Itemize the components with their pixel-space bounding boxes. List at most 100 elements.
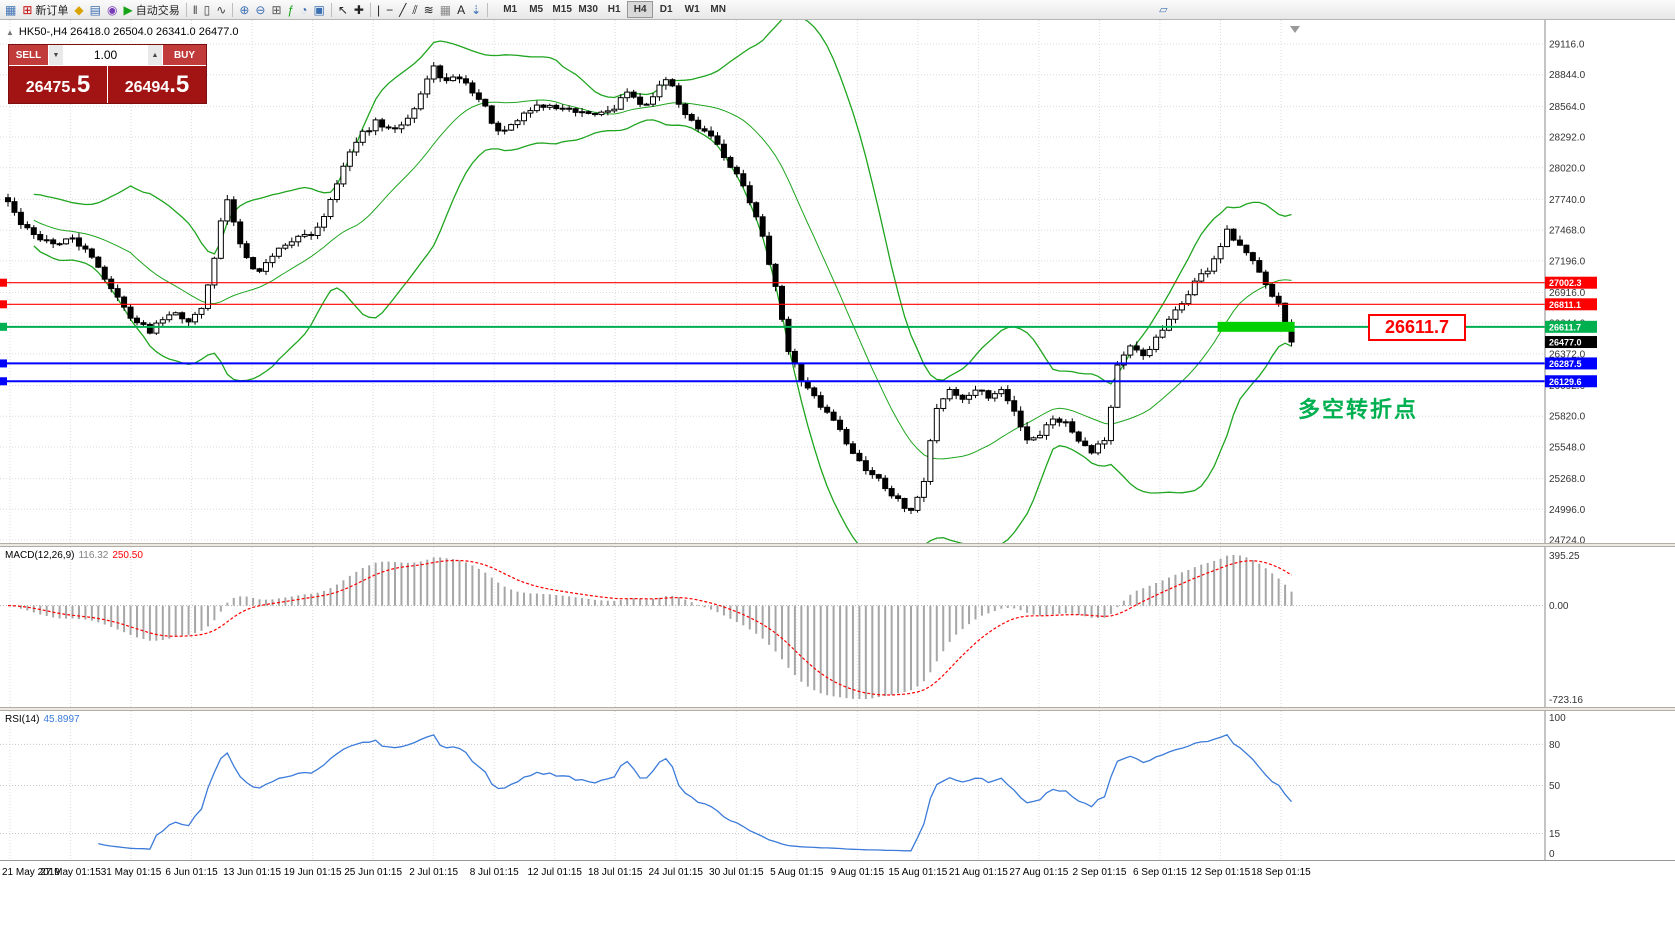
panel-splitter-macd[interactable] xyxy=(0,543,1675,547)
time-axis-label: 18 Jul 01:15 xyxy=(587,867,643,878)
sell-price-main: 26475 xyxy=(25,79,71,96)
timeframe-group: M1 M5 M15 M30 H1 H4 D1 W1 MN xyxy=(497,1,731,18)
trendline-icon: ╱ xyxy=(399,2,407,17)
indicators-icon[interactable]: ƒ xyxy=(285,1,298,19)
docking-icon[interactable]: ▱ xyxy=(1159,4,1168,16)
panel-splitter-rsi[interactable] xyxy=(0,707,1675,711)
profiles-icon: ▤ xyxy=(89,2,101,17)
svg-text:26811.1: 26811.1 xyxy=(1549,300,1581,310)
vertical-line-icon: | xyxy=(376,2,381,17)
svg-text:0: 0 xyxy=(1549,849,1555,860)
rsi-panel[interactable]: 100 80 50 15 0 xyxy=(0,711,1675,860)
templates-icon[interactable]: ▣ xyxy=(310,1,327,19)
favorites-icon[interactable]: ◆ xyxy=(71,1,86,19)
price-tag xyxy=(1545,298,1597,311)
toolbar-separator xyxy=(487,2,489,17)
line-chart-icon: ∿ xyxy=(216,2,227,17)
crosshair-icon: ✚ xyxy=(353,2,364,17)
sell-button[interactable]: SELL xyxy=(9,45,49,65)
time-axis-label: 24 Jul 01:15 xyxy=(648,867,704,878)
profiles-icon[interactable]: ▤ xyxy=(87,1,104,19)
volume-input[interactable] xyxy=(63,45,148,65)
time-axis-label: 8 Jul 01:15 xyxy=(469,867,519,878)
macd-panel[interactable]: 395.25 0.00 -723.16 xyxy=(0,547,1675,707)
refresh-icon[interactable]: ◉ xyxy=(104,1,120,19)
timeframe-mn[interactable]: MN xyxy=(710,4,726,15)
autotrading-button[interactable]: ▶ 自动交易 xyxy=(120,1,182,19)
svg-text:25268.0: 25268.0 xyxy=(1549,474,1586,485)
hline-marker xyxy=(0,359,7,368)
zoom-out-icon: ⊖ xyxy=(255,2,266,17)
timeframe-w1[interactable]: W1 xyxy=(684,4,700,15)
timeframe-d1[interactable]: D1 xyxy=(659,4,673,15)
time-axis-label: 5 Aug 01:15 xyxy=(770,867,824,878)
bars-chart-icon[interactable]: ‖ xyxy=(190,1,201,19)
svg-text:-723.16: -723.16 xyxy=(1549,695,1583,706)
volume-increase-button[interactable]: ▲ xyxy=(148,45,162,65)
buy-button[interactable]: BUY xyxy=(162,45,206,65)
time-axis-label: 12 Jul 01:15 xyxy=(527,867,582,878)
sell-price[interactable]: 26475.5 xyxy=(9,66,108,103)
time-axis-label: 12 Sep 01:15 xyxy=(1190,867,1251,878)
new-chart-icon: ▦ xyxy=(5,2,17,17)
time-axis-label: 30 Jul 01:15 xyxy=(709,867,764,878)
bollinger-lower xyxy=(33,119,1292,543)
horizontal-line-icon[interactable]: − xyxy=(383,1,396,19)
fibonacci-icon[interactable]: ≋ xyxy=(421,1,437,19)
price-tag xyxy=(1545,357,1597,370)
trendline-icon[interactable]: ╱ xyxy=(396,1,409,19)
volume-decrease-button[interactable]: ▼ xyxy=(49,45,63,65)
timeframe-h4[interactable]: H4 xyxy=(627,1,654,18)
svg-text:28292.0: 28292.0 xyxy=(1549,133,1586,144)
new-chart-icon[interactable]: ▦ xyxy=(2,1,19,19)
svg-text:28844.0: 28844.0 xyxy=(1549,70,1586,81)
periods-icon: ◔ xyxy=(300,2,308,17)
svg-text:27196.0: 27196.0 xyxy=(1549,256,1586,267)
new-order-button[interactable]: ⊞ 新订单 xyxy=(19,1,71,19)
crosshair-icon[interactable]: ✚ xyxy=(351,1,367,19)
bollinger-upper xyxy=(33,20,1292,385)
indicators-icon: ƒ xyxy=(287,2,295,17)
grid-icon[interactable]: ▦ xyxy=(437,1,454,19)
svg-text:28020.0: 28020.0 xyxy=(1549,163,1586,174)
arrows-icon[interactable]: ⇣ xyxy=(468,1,484,19)
time-axis-label: 25 Jun 01:15 xyxy=(344,867,403,878)
horizontal-line-icon: − xyxy=(386,2,394,17)
rsi-line xyxy=(98,734,1292,852)
timeframe-m5[interactable]: M5 xyxy=(529,4,544,15)
timeframe-m30[interactable]: M30 xyxy=(578,4,598,15)
new-order-button-label: 新订单 xyxy=(35,4,69,17)
price-tag xyxy=(1545,375,1597,388)
svg-text:0.00: 0.00 xyxy=(1549,601,1569,612)
cursor-icon: ↖ xyxy=(337,2,348,17)
panel-collapse-icon[interactable]: ▲ xyxy=(6,27,14,37)
timeframe-m15[interactable]: M15 xyxy=(552,4,572,15)
hline-marker xyxy=(0,322,7,331)
time-axis-label: 2 Jul 01:15 xyxy=(409,867,459,878)
time-axis[interactable]: 21 May 2019 27 May 01:15 31 May 01:15 6 Jun… xyxy=(0,860,1675,884)
candles-chart-icon[interactable]: ▯ xyxy=(201,1,214,19)
autotrading-button-label: 自动交易 xyxy=(135,4,180,17)
svg-text:28564.0: 28564.0 xyxy=(1549,102,1586,113)
candles-chart-icon: ▯ xyxy=(203,2,211,17)
timeframe-h1[interactable]: H1 xyxy=(607,4,621,15)
turning-point-annotation: 多空转折点 xyxy=(1298,397,1419,422)
svg-text:100: 100 xyxy=(1549,713,1566,724)
time-axis-label: 31 May 01:15 xyxy=(100,867,162,878)
key-level-price-label[interactable]: 26611.7 xyxy=(1368,314,1466,341)
volume-box: ▼ ▲ xyxy=(49,45,162,65)
text-label-icon[interactable]: A xyxy=(454,1,468,19)
zoom-out-icon[interactable]: ⊖ xyxy=(252,1,268,19)
cursor-icon[interactable]: ↖ xyxy=(335,1,351,19)
sell-price-frac: .5 xyxy=(70,71,91,98)
main-chart-panel[interactable]: 29116.0 28844.0 28564.0 28292.0 28020.0 27740… xyxy=(0,20,1675,543)
buy-price-frac: .5 xyxy=(169,71,190,98)
zoom-in-icon[interactable]: ⊕ xyxy=(236,1,252,19)
buy-price[interactable]: 26494.5 xyxy=(108,66,206,103)
timeframe-m1[interactable]: M1 xyxy=(503,4,518,15)
periods-icon[interactable]: ◔ xyxy=(297,1,310,19)
channel-icon[interactable]: ⫽ xyxy=(409,1,420,19)
vertical-line-icon[interactable]: | xyxy=(374,1,383,19)
tile-windows-icon[interactable]: ⊞ xyxy=(268,1,284,19)
line-chart-icon[interactable]: ∿ xyxy=(213,1,229,19)
